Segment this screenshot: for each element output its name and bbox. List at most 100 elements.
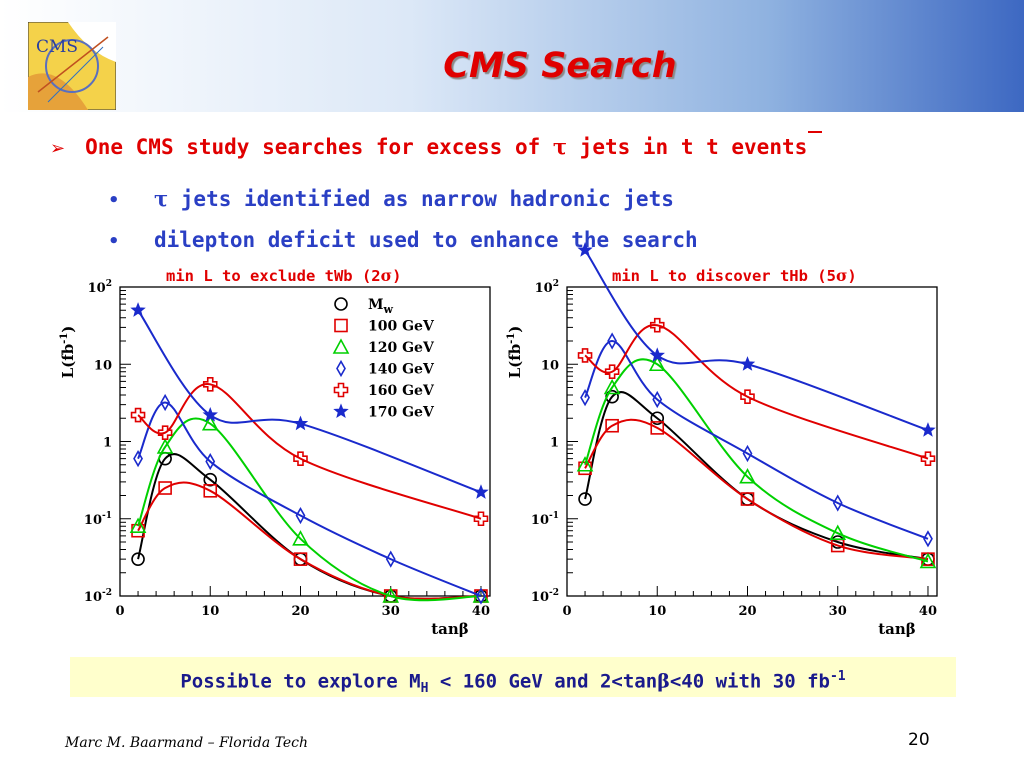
y-tick-label: 10-2 — [531, 588, 559, 605]
legend-label: 120 GeV — [368, 340, 435, 356]
data-point — [920, 451, 936, 466]
y-tick-label: 10 — [541, 358, 559, 373]
series-170-gev — [577, 242, 936, 437]
series-mw — [131, 451, 488, 603]
data-point — [158, 481, 172, 495]
data-point — [202, 377, 218, 392]
legend-label: 100 GeV — [368, 319, 435, 335]
series-line — [137, 309, 482, 494]
data-point — [578, 492, 592, 506]
legend-marker — [333, 382, 349, 398]
tbar-overline — [808, 131, 822, 133]
series-160-gev — [577, 317, 936, 466]
data-point — [607, 332, 618, 350]
data-point — [576, 456, 594, 472]
dot-bullet-icon: • — [108, 190, 120, 211]
data-point — [130, 302, 146, 317]
series-line — [584, 358, 929, 563]
legend-label: Mw — [368, 297, 394, 316]
x-tick-label: 0 — [115, 604, 124, 619]
data-point — [650, 411, 665, 426]
data-point — [739, 356, 756, 371]
series-mw — [578, 389, 935, 566]
series-line — [584, 339, 929, 540]
x-tick-label: 10 — [648, 604, 666, 619]
series-line — [584, 324, 929, 460]
right-chart-caption: min L to discover tHb (5σ) — [612, 266, 857, 285]
data-point — [652, 390, 663, 409]
data-point — [580, 388, 590, 407]
series-line — [137, 453, 481, 600]
y-tick-label: 102 — [535, 279, 559, 296]
legend-label: 140 GeV — [368, 362, 435, 378]
footer-author: Marc M. Baarmand – Florida Tech — [65, 735, 309, 751]
x-tick-label: 10 — [201, 604, 219, 619]
legend-label: 160 GeV — [368, 383, 435, 399]
x-tick-label: 20 — [291, 604, 309, 619]
legend-marker — [332, 338, 350, 354]
series-line — [137, 401, 482, 597]
legend-marker — [334, 297, 348, 311]
legend: Mw 100 GeV 120 GeV 140 GeV 160 GeV 170 GeV — [332, 297, 435, 421]
data-point — [205, 452, 216, 471]
y-tick-label: 10-1 — [84, 511, 112, 528]
data-point — [201, 415, 219, 431]
data-point — [129, 517, 147, 534]
x-axis-label: tanβ — [878, 620, 916, 638]
conclusion-box: Possible to explore MH < 160 GeV and 2<t… — [70, 657, 956, 697]
data-point — [577, 242, 593, 257]
data-point — [650, 421, 665, 435]
main-bullet: ➢ One CMS study searches for excess of τ … — [50, 134, 808, 159]
series-120-gev — [129, 415, 490, 603]
data-point — [740, 492, 755, 506]
data-point — [131, 552, 145, 566]
x-axis-label: tanβ — [431, 620, 469, 638]
chart-2: 0 10 20 30 40 102 10 1 10-1 10-2 tanβ L(fb-1) — [506, 242, 938, 638]
plot-frame — [119, 286, 491, 597]
data-point — [832, 494, 843, 512]
page-title: CMS Search — [443, 46, 677, 86]
data-point — [829, 524, 847, 541]
y-tick-label: 10-2 — [84, 588, 112, 605]
data-point — [740, 389, 755, 405]
legend-label: 170 GeV — [368, 405, 435, 421]
svg-text:CMS: CMS — [36, 37, 78, 57]
data-point — [202, 406, 218, 422]
dot-bullet-icon: • — [108, 231, 120, 252]
data-point — [133, 450, 143, 468]
series-line — [584, 418, 929, 561]
data-point — [649, 347, 665, 363]
data-point — [292, 530, 309, 546]
title-bar: CMS CMS Search — [0, 0, 1024, 112]
y-axis-label: L(fb-1) — [59, 326, 77, 379]
x-tick-label: 30 — [382, 604, 400, 619]
chart-1: 0 10 20 30 40 102 10 1 10-1 10-2 tanβ L(fb-1) Mw 100 … — [59, 279, 491, 638]
data-point — [920, 422, 936, 437]
y-tick-label: 102 — [88, 279, 112, 296]
data-point — [473, 484, 489, 499]
series-line — [137, 417, 481, 602]
data-point — [739, 468, 756, 484]
data-point — [577, 348, 593, 363]
x-tick-label: 40 — [472, 604, 490, 619]
data-point — [605, 418, 619, 433]
data-point — [923, 530, 933, 548]
sub-bullet-2: • dilepton deficit used to enhance the se… — [108, 228, 698, 252]
page-number: 20 — [908, 730, 930, 750]
data-point — [157, 425, 173, 440]
data-point — [292, 415, 309, 431]
series-line — [137, 481, 481, 600]
data-point — [919, 552, 937, 569]
cms-logo: CMS — [28, 22, 116, 110]
data-point — [649, 317, 665, 333]
data-point — [604, 364, 620, 380]
legend-marker — [333, 403, 349, 419]
legend-marker — [336, 359, 346, 378]
series-line — [137, 383, 482, 520]
series-line — [584, 249, 929, 432]
data-point — [603, 378, 621, 395]
series-160-gev — [130, 377, 489, 527]
y-tick-label: 10 — [94, 358, 112, 373]
series-140-gev — [133, 393, 486, 605]
data-point — [295, 506, 306, 525]
